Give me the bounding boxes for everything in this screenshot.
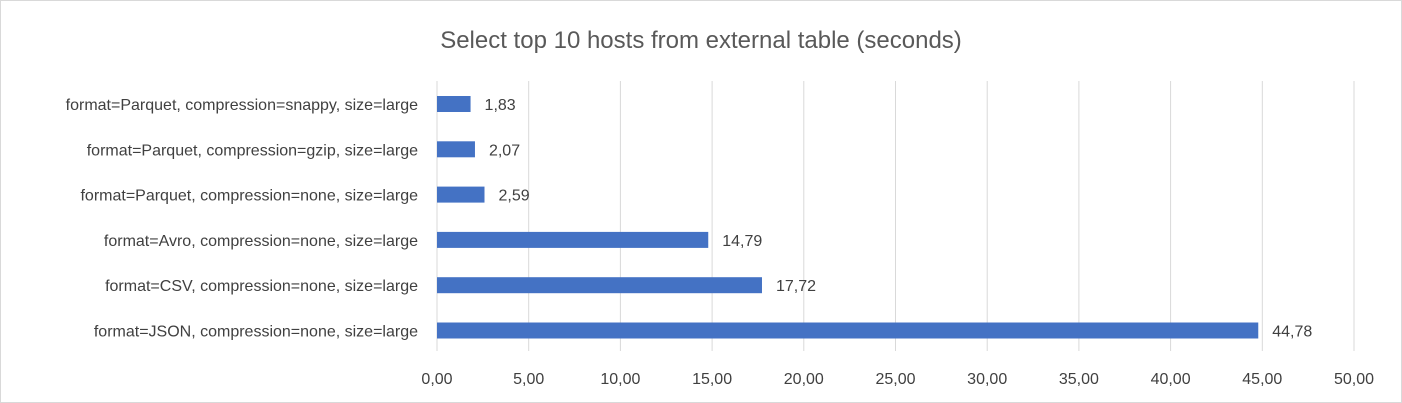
bar <box>437 231 709 248</box>
bar <box>437 277 762 294</box>
x-tick-label: 5,00 <box>513 371 544 388</box>
y-category-label: format=Avro, compression=none, size=larg… <box>104 233 418 250</box>
y-category-label: format=JSON, compression=none, size=larg… <box>94 324 418 341</box>
bar <box>437 322 1259 339</box>
data-label: 1,83 <box>485 97 516 114</box>
y-category-label: format=Parquet, compression=none, size=l… <box>80 188 418 205</box>
x-tick-label: 45,00 <box>1242 371 1282 388</box>
x-tick-label: 50,00 <box>1334 371 1374 388</box>
x-tick-label: 30,00 <box>967 371 1007 388</box>
bar <box>437 96 471 112</box>
chart-title: Select top 10 hosts from external table … <box>440 27 962 54</box>
x-tick-label: 15,00 <box>692 371 732 388</box>
data-label: 2,07 <box>489 142 520 159</box>
y-category-label: format=CSV, compression=none, size=large <box>105 278 418 295</box>
bar <box>437 141 475 158</box>
x-tick-label: 0,00 <box>421 371 452 388</box>
data-label: 17,72 <box>776 278 816 295</box>
x-tick-label: 35,00 <box>1059 371 1099 388</box>
data-label: 14,79 <box>722 233 762 250</box>
x-tick-label: 20,00 <box>784 371 824 388</box>
data-label: 44,78 <box>1272 324 1312 341</box>
bar <box>437 186 485 203</box>
data-label: 2,59 <box>499 188 530 205</box>
y-category-label: format=Parquet, compression=snappy, size… <box>66 97 418 114</box>
x-tick-label: 10,00 <box>600 371 640 388</box>
y-category-label: format=Parquet, compression=gzip, size=l… <box>87 142 418 159</box>
x-tick-label: 40,00 <box>1151 371 1191 388</box>
bars <box>437 96 1259 339</box>
gridlines <box>436 81 1355 351</box>
x-tick-label: 25,00 <box>875 371 915 388</box>
labels: 0,00 5,00 10,00 15,00 20,00 25,00 30,00 35,00 40… <box>66 97 1374 388</box>
